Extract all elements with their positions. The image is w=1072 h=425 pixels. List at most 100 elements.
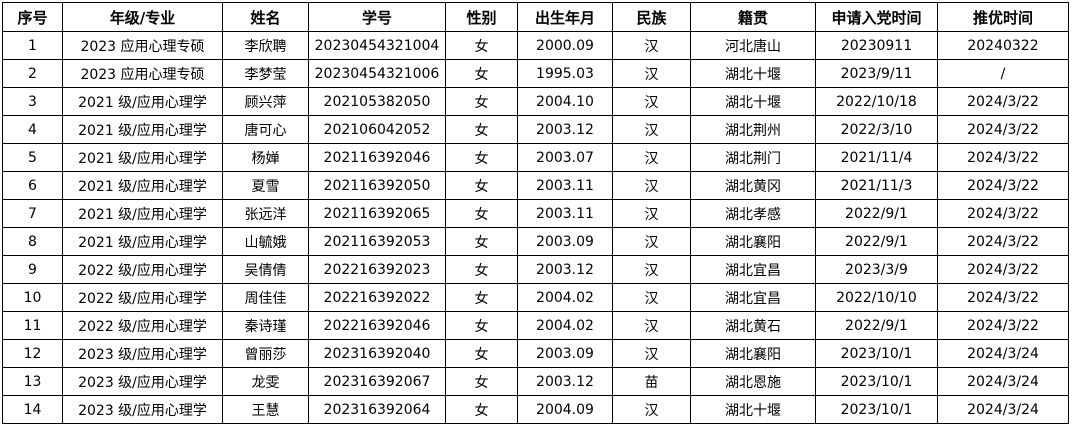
cell-name: 张远洋 xyxy=(222,199,309,228)
header-row: 序号 年级/专业 姓名 学号 性别 出生年月 民族 籍贯 申请入党时间 推优时间 xyxy=(2,2,1069,32)
cell-native-place: 湖北孝感 xyxy=(690,199,816,228)
cell-name: 周佳佳 xyxy=(222,283,309,312)
cell-name: 山毓娥 xyxy=(222,227,309,256)
cell-student-id: 202216392046 xyxy=(308,311,446,340)
cell-gender: 女 xyxy=(445,143,518,172)
cell-name: 吴倩倩 xyxy=(222,255,309,284)
cell-application-date: 2022/10/10 xyxy=(815,283,938,312)
cell-student-id: 202316392064 xyxy=(308,395,446,424)
cell-application-date: 2022/9/1 xyxy=(815,199,938,228)
cell-grade-major: 2022 级/应用心理学 xyxy=(62,311,223,340)
cell-grade-major: 2021 级/应用心理学 xyxy=(62,171,223,200)
cell-grade-major: 2021 级/应用心理学 xyxy=(62,87,223,116)
header-index: 序号 xyxy=(2,2,63,32)
cell-recommend-date: 2024/3/24 xyxy=(937,367,1069,396)
cell-native-place: 河北唐山 xyxy=(690,31,816,60)
cell-native-place: 湖北荆州 xyxy=(690,115,816,144)
cell-birth: 2004.10 xyxy=(517,87,613,116)
cell-index: 6 xyxy=(2,171,63,200)
cell-student-id: 202216392023 xyxy=(308,255,446,284)
cell-grade-major: 2023 应用心理专硕 xyxy=(62,31,223,60)
cell-native-place: 湖北宜昌 xyxy=(690,255,816,284)
cell-birth: 2003.09 xyxy=(517,227,613,256)
header-name: 姓名 xyxy=(222,2,309,32)
cell-application-date: 2022/9/1 xyxy=(815,227,938,256)
cell-index: 4 xyxy=(2,115,63,144)
cell-application-date: 2023/10/1 xyxy=(815,395,938,424)
table-row: 11 2022 级/应用心理学 秦诗瑾 202216392046 女 2004.02 汉湖北… xyxy=(2,311,1069,340)
cell-index: 10 xyxy=(2,283,63,312)
cell-birth: 2000.09 xyxy=(517,31,613,60)
cell-name: 夏雪 xyxy=(222,171,309,200)
cell-recommend-date: / xyxy=(937,59,1069,88)
cell-index: 5 xyxy=(2,143,63,172)
cell-recommend-date: 2024/3/22 xyxy=(937,171,1069,200)
cell-index: 14 xyxy=(2,395,63,424)
table-row: 4 2021 级/应用心理学 唐可心 202106042052 女 2003.12 汉湖北荆… xyxy=(2,115,1069,144)
cell-recommend-date: 2024/3/22 xyxy=(937,255,1069,284)
cell-recommend-date: 2024/3/22 xyxy=(937,311,1069,340)
cell-native-place: 湖北十堰 xyxy=(690,59,816,88)
cell-grade-major: 2022 级/应用心理学 xyxy=(62,255,223,284)
cell-application-date: 2022/3/10 xyxy=(815,115,938,144)
cell-ethnicity: 汉 xyxy=(612,255,691,284)
cell-native-place: 湖北恩施 xyxy=(690,367,816,396)
cell-index: 12 xyxy=(2,339,63,368)
cell-gender: 女 xyxy=(445,255,518,284)
cell-gender: 女 xyxy=(445,171,518,200)
cell-gender: 女 xyxy=(445,339,518,368)
cell-index: 2 xyxy=(2,59,63,88)
cell-index: 3 xyxy=(2,87,63,116)
cell-application-date: 2023/10/1 xyxy=(815,339,938,368)
table-row: 3 2021 级/应用心理学 顾兴萍 202105382050 女 2004.10 汉湖北十… xyxy=(2,87,1069,116)
cell-grade-major: 2023 级/应用心理学 xyxy=(62,339,223,368)
cell-birth: 1995.03 xyxy=(517,59,613,88)
cell-grade-major: 2021 级/应用心理学 xyxy=(62,143,223,172)
cell-recommend-date: 2024/3/22 xyxy=(937,143,1069,172)
cell-birth: 2003.09 xyxy=(517,339,613,368)
cell-native-place: 湖北襄阳 xyxy=(690,339,816,368)
cell-index: 11 xyxy=(2,311,63,340)
header-native-place: 籍贯 xyxy=(690,2,816,32)
cell-gender: 女 xyxy=(445,311,518,340)
cell-student-id: 202216392022 xyxy=(308,283,446,312)
cell-birth: 2003.12 xyxy=(517,367,613,396)
cell-index: 7 xyxy=(2,199,63,228)
cell-name: 王慧 xyxy=(222,395,309,424)
cell-birth: 2004.09 xyxy=(517,395,613,424)
cell-ethnicity: 汉 xyxy=(612,283,691,312)
cell-birth: 2003.11 xyxy=(517,171,613,200)
cell-application-date: 2021/11/4 xyxy=(815,143,938,172)
cell-recommend-date: 2024/3/22 xyxy=(937,87,1069,116)
cell-name: 杨婵 xyxy=(222,143,309,172)
cell-application-date: 2022/9/1 xyxy=(815,311,938,340)
cell-ethnicity: 汉 xyxy=(612,143,691,172)
table-row: 10 2022 级/应用心理学 周佳佳 202216392022 女 2004.02 汉湖北… xyxy=(2,283,1069,312)
cell-student-id: 202106042052 xyxy=(308,115,446,144)
cell-gender: 女 xyxy=(445,283,518,312)
cell-application-date: 2023/10/1 xyxy=(815,367,938,396)
table-row: 7 2021 级/应用心理学 张远洋 202116392065 女 2003.11 汉湖北孝… xyxy=(2,199,1069,228)
cell-native-place: 湖北黄冈 xyxy=(690,171,816,200)
cell-student-id: 202116392065 xyxy=(308,199,446,228)
cell-application-date: 2021/11/3 xyxy=(815,171,938,200)
cell-name: 李欣聘 xyxy=(222,31,309,60)
cell-grade-major: 2023 级/应用心理学 xyxy=(62,395,223,424)
cell-native-place: 湖北十堰 xyxy=(690,87,816,116)
header-birth: 出生年月 xyxy=(517,2,613,32)
cell-recommend-date: 2024/3/22 xyxy=(937,199,1069,228)
cell-index: 13 xyxy=(2,367,63,396)
cell-birth: 2003.12 xyxy=(517,115,613,144)
cell-birth: 2003.12 xyxy=(517,255,613,284)
cell-student-id: 20230454321004 xyxy=(308,31,446,60)
table-row: 8 2021 级/应用心理学 山毓娥 202116392053 女 2003.09 汉湖北襄… xyxy=(2,227,1069,256)
cell-gender: 女 xyxy=(445,227,518,256)
cell-ethnicity: 汉 xyxy=(612,115,691,144)
cell-application-date: 2023/9/11 xyxy=(815,59,938,88)
table-row: 12 2023 级/应用心理学 曾丽莎 202316392040 女 2003.09 汉湖北… xyxy=(2,339,1069,368)
cell-grade-major: 2021 级/应用心理学 xyxy=(62,115,223,144)
cell-ethnicity: 汉 xyxy=(612,199,691,228)
cell-student-id: 202105382050 xyxy=(308,87,446,116)
cell-grade-major: 2023 应用心理专硕 xyxy=(62,59,223,88)
